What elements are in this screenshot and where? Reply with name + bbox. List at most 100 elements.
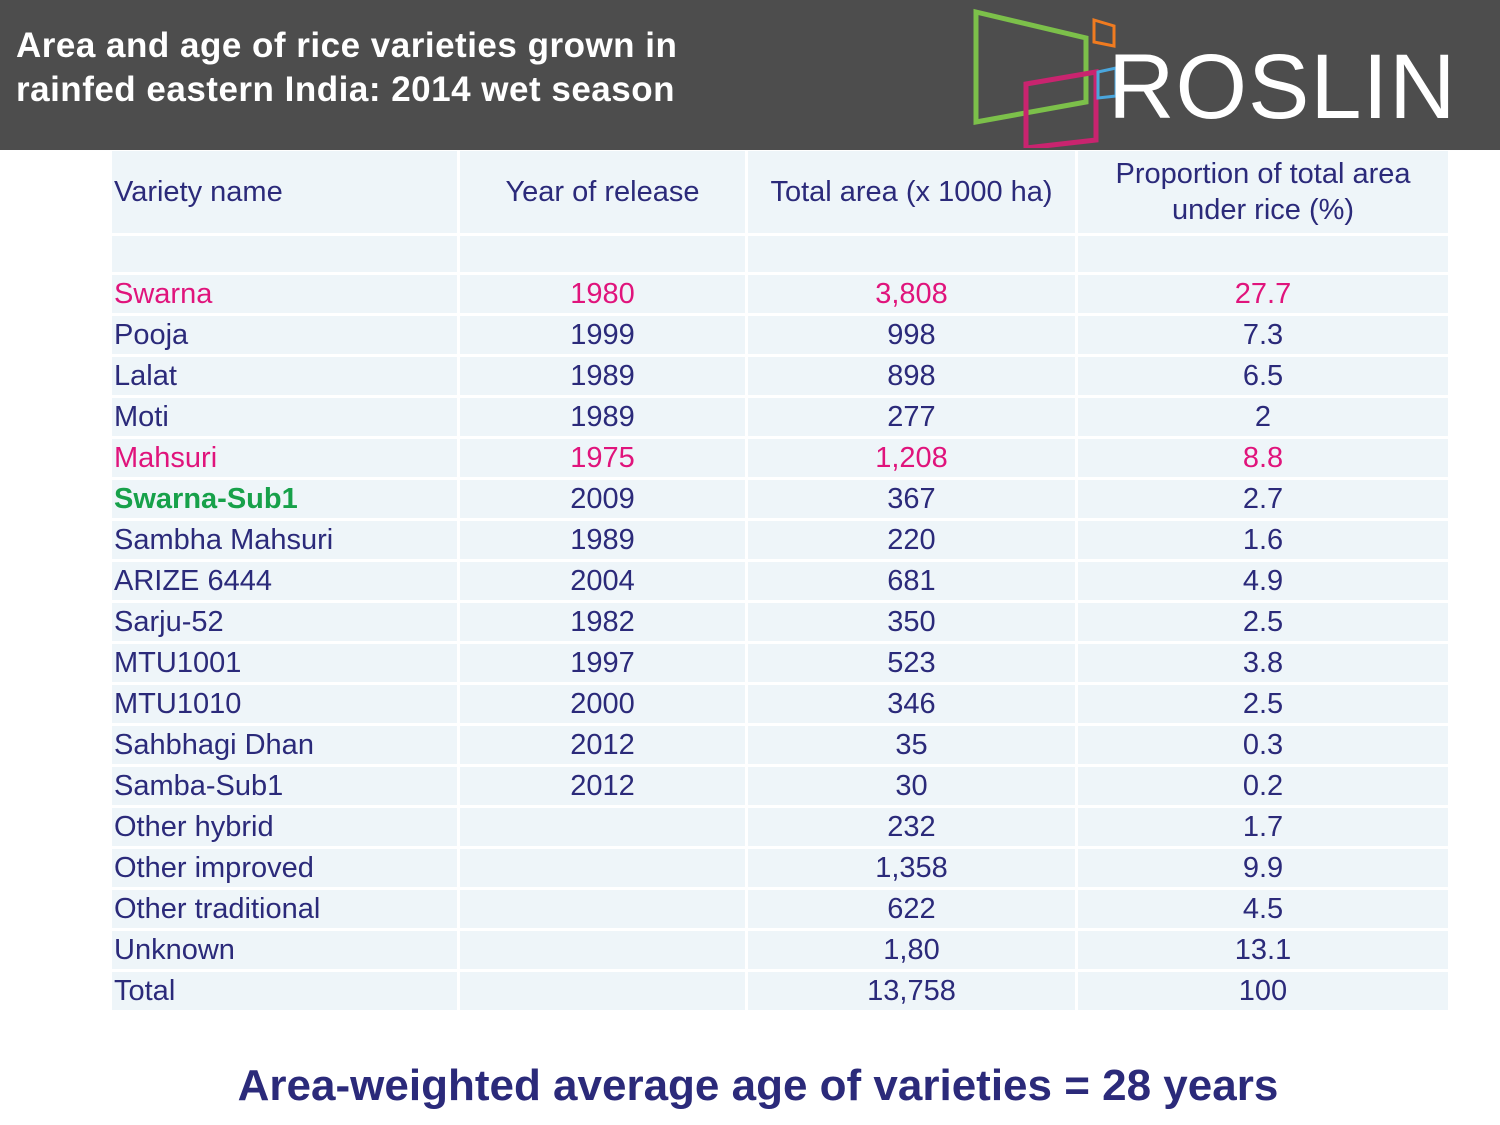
variety-cell: Unknown [112,931,457,969]
spacer-cell [112,236,457,272]
variety-cell: MTU1001 [112,644,457,682]
area-cell: 220 [748,521,1075,559]
table-body: Swarna 1980 3,808 27.7 Pooja 1999 998 7.3 Lalat 1… [112,236,1448,1010]
column-header-proportion-line-2: under rice (%) [1171,194,1355,226]
proportion-cell: 7.3 [1078,316,1448,354]
year-cell: 2009 [460,480,745,518]
header-bar: Area and age of rice varieties grown in … [0,0,1500,150]
year-cell: 1989 [460,521,745,559]
slide-title-line-1: Area and age of rice varieties grown in [16,26,678,65]
column-header-variety: Variety name [112,151,457,233]
slide-title: Area and age of rice varieties grown in … [16,24,916,112]
column-header-proportion: Proportion of total area under rice (%) [1078,151,1448,233]
proportion-cell: 13.1 [1078,931,1448,969]
table-row: Pooja 1999 998 7.3 [112,316,1448,354]
table-row: Swarna-Sub1 2009 367 2.7 [112,480,1448,518]
variety-cell: MTU1010 [112,685,457,723]
area-cell: 232 [748,808,1075,846]
area-cell: 898 [748,357,1075,395]
year-cell: 1989 [460,398,745,436]
variety-cell: Sahbhagi Dhan [112,726,457,764]
proportion-cell: 6.5 [1078,357,1448,395]
area-cell: 277 [748,398,1075,436]
variety-cell: Pooja [112,316,457,354]
table-row: Sahbhagi Dhan 2012 35 0.3 [112,726,1448,764]
slide-title-line-2: rainfed eastern India: 2014 wet season [16,70,675,109]
roslin-logo: ROSLIN [968,8,1488,148]
table-row: Mahsuri 1975 1,208 8.8 [112,439,1448,477]
rice-varieties-table: Variety name Year of release Total area … [109,148,1451,1013]
year-cell [460,890,745,928]
year-cell: 1997 [460,644,745,682]
area-cell: 346 [748,685,1075,723]
proportion-cell: 2.5 [1078,603,1448,641]
table-row: Moti 1989 277 2 [112,398,1448,436]
rice-varieties-table-container: Variety name Year of release Total area … [112,148,1454,1013]
proportion-cell: 2.7 [1078,480,1448,518]
spacer-cell [748,236,1075,272]
table-row: Unknown 1,80 13.1 [112,931,1448,969]
column-header-area: Total area (x 1000 ha) [748,151,1075,233]
variety-cell: Total [112,972,457,1010]
table-header-row: Variety name Year of release Total area … [112,151,1448,233]
year-cell: 2012 [460,726,745,764]
area-cell: 367 [748,480,1075,518]
proportion-cell: 27.7 [1078,275,1448,313]
table-row: Sambha Mahsuri 1989 220 1.6 [112,521,1448,559]
table-row: MTU1010 2000 346 2.5 [112,685,1448,723]
table-row: Sarju-52 1982 350 2.5 [112,603,1448,641]
table-row: Other hybrid 232 1.7 [112,808,1448,846]
proportion-cell: 2.5 [1078,685,1448,723]
average-age-note: Area-weighted average age of varieties =… [237,1061,1279,1110]
year-cell: 1980 [460,275,745,313]
proportion-cell: 4.5 [1078,890,1448,928]
area-cell: 1,80 [748,931,1075,969]
variety-cell: Other traditional [112,890,457,928]
year-cell [460,849,745,887]
variety-cell: Swarna [112,275,457,313]
year-cell [460,808,745,846]
variety-cell: Other improved [112,849,457,887]
area-cell: 681 [748,562,1075,600]
proportion-cell: 1.7 [1078,808,1448,846]
proportion-cell: 0.2 [1078,767,1448,805]
table-row: Swarna 1980 3,808 27.7 [112,275,1448,313]
area-cell: 523 [748,644,1075,682]
proportion-cell: 4.9 [1078,562,1448,600]
table-row: Other improved 1,358 9.9 [112,849,1448,887]
roslin-logo-text: ROSLIN [1108,36,1457,138]
proportion-cell: 0.3 [1078,726,1448,764]
year-cell: 2004 [460,562,745,600]
area-cell: 998 [748,316,1075,354]
area-cell: 30 [748,767,1075,805]
variety-cell: Lalat [112,357,457,395]
table-row: ARIZE 6444 2004 681 4.9 [112,562,1448,600]
table-row: Samba-Sub1 2012 30 0.2 [112,767,1448,805]
spacer-row [112,236,1448,272]
year-cell [460,972,745,1010]
area-cell: 13,758 [748,972,1075,1010]
area-cell: 3,808 [748,275,1075,313]
area-cell: 350 [748,603,1075,641]
proportion-cell: 2 [1078,398,1448,436]
proportion-cell: 8.8 [1078,439,1448,477]
spacer-cell [1078,236,1448,272]
table-row: Lalat 1989 898 6.5 [112,357,1448,395]
year-cell: 2000 [460,685,745,723]
area-cell: 1,208 [748,439,1075,477]
table-row: Other traditional 622 4.5 [112,890,1448,928]
column-header-year: Year of release [460,151,745,233]
variety-cell: ARIZE 6444 [112,562,457,600]
roslin-logo-mark [973,8,1118,148]
year-cell: 1989 [460,357,745,395]
year-cell [460,931,745,969]
year-cell: 1999 [460,316,745,354]
column-header-proportion-line-1: Proportion of total area [1115,158,1411,190]
variety-cell: Mahsuri [112,439,457,477]
variety-cell: Swarna-Sub1 [112,480,457,518]
area-cell: 1,358 [748,849,1075,887]
year-cell: 1975 [460,439,745,477]
variety-cell: Sarju-52 [112,603,457,641]
proportion-cell: 3.8 [1078,644,1448,682]
variety-cell: Moti [112,398,457,436]
